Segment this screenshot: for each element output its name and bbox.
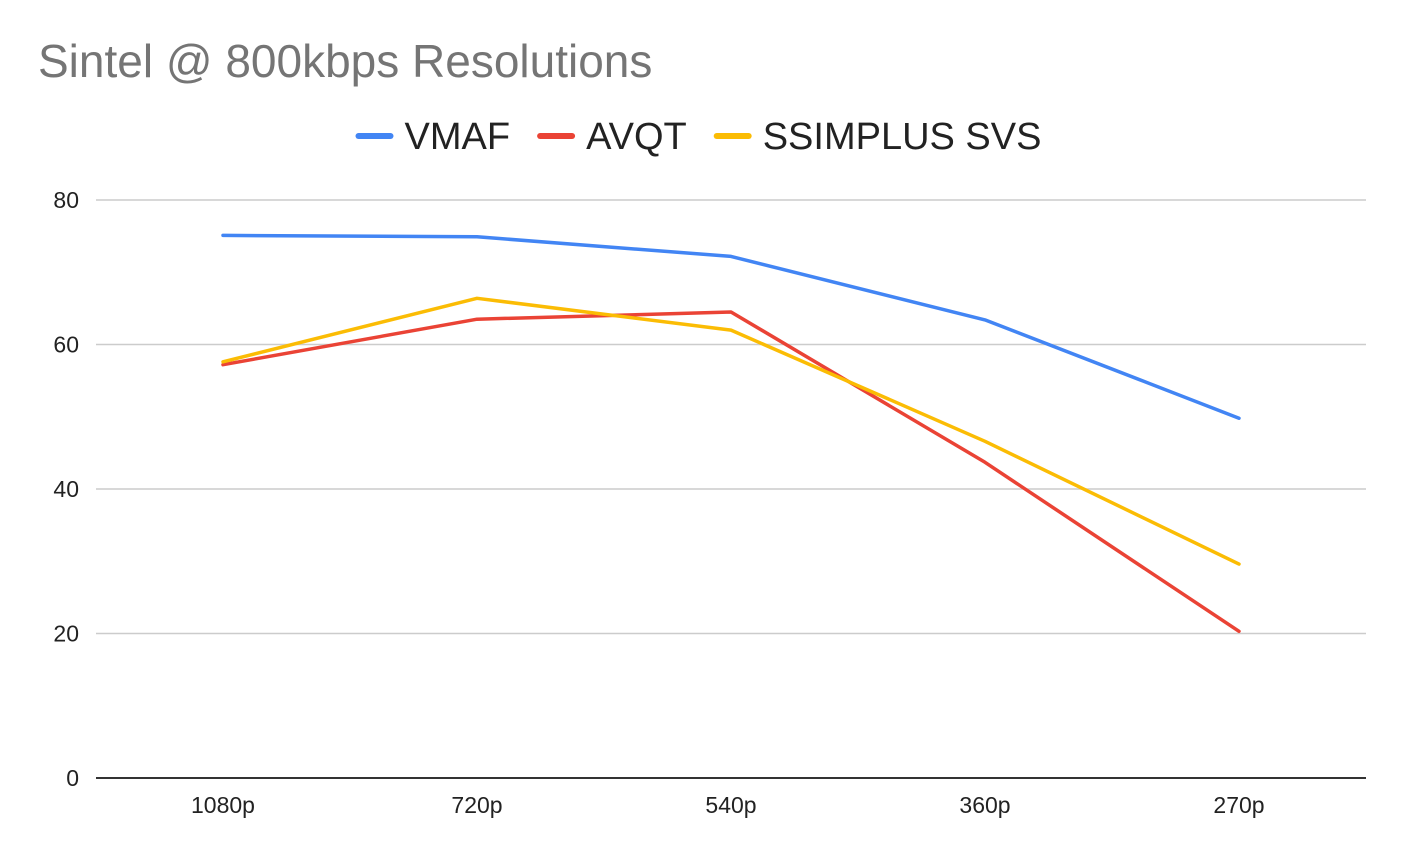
y-tick-label: 40	[53, 476, 79, 502]
x-tick-label: 1080p	[191, 792, 255, 818]
legend-item-avqt: AVQT	[537, 116, 687, 158]
gridlines	[96, 199, 1366, 779]
y-tick-label: 0	[66, 765, 79, 791]
legend-item-ssimplus-svs: SSIMPLUS SVS	[713, 116, 1042, 158]
y-tick-label: 20	[53, 621, 79, 647]
legend-label: AVQT	[586, 116, 687, 158]
legend-item-vmaf: VMAF	[355, 116, 511, 158]
y-tick-label: 60	[53, 332, 79, 358]
legend-label: VMAF	[405, 116, 511, 158]
legend-label: SSIMPLUS SVS	[763, 116, 1042, 158]
x-tick-label: 360p	[959, 792, 1010, 818]
series-line-vmaf	[221, 233, 1241, 420]
legend: VMAF AVQT SSIMPLUS SVS	[355, 116, 1042, 158]
series-lines	[221, 233, 1241, 634]
y-tick-label: 80	[53, 187, 79, 213]
chart-title: Sintel @ 800kbps Resolutions	[38, 35, 652, 87]
x-axis-ticks: 1080p 720p 540p 360p 270p	[191, 792, 1265, 818]
x-tick-label: 540p	[705, 792, 756, 818]
series-line-avqt	[221, 310, 1241, 634]
series-line-ssimplus-svs	[221, 296, 1241, 566]
x-tick-label: 720p	[451, 792, 502, 818]
x-tick-label: 270p	[1213, 792, 1264, 818]
y-axis-ticks: 0 20 40 60 80	[53, 187, 79, 791]
